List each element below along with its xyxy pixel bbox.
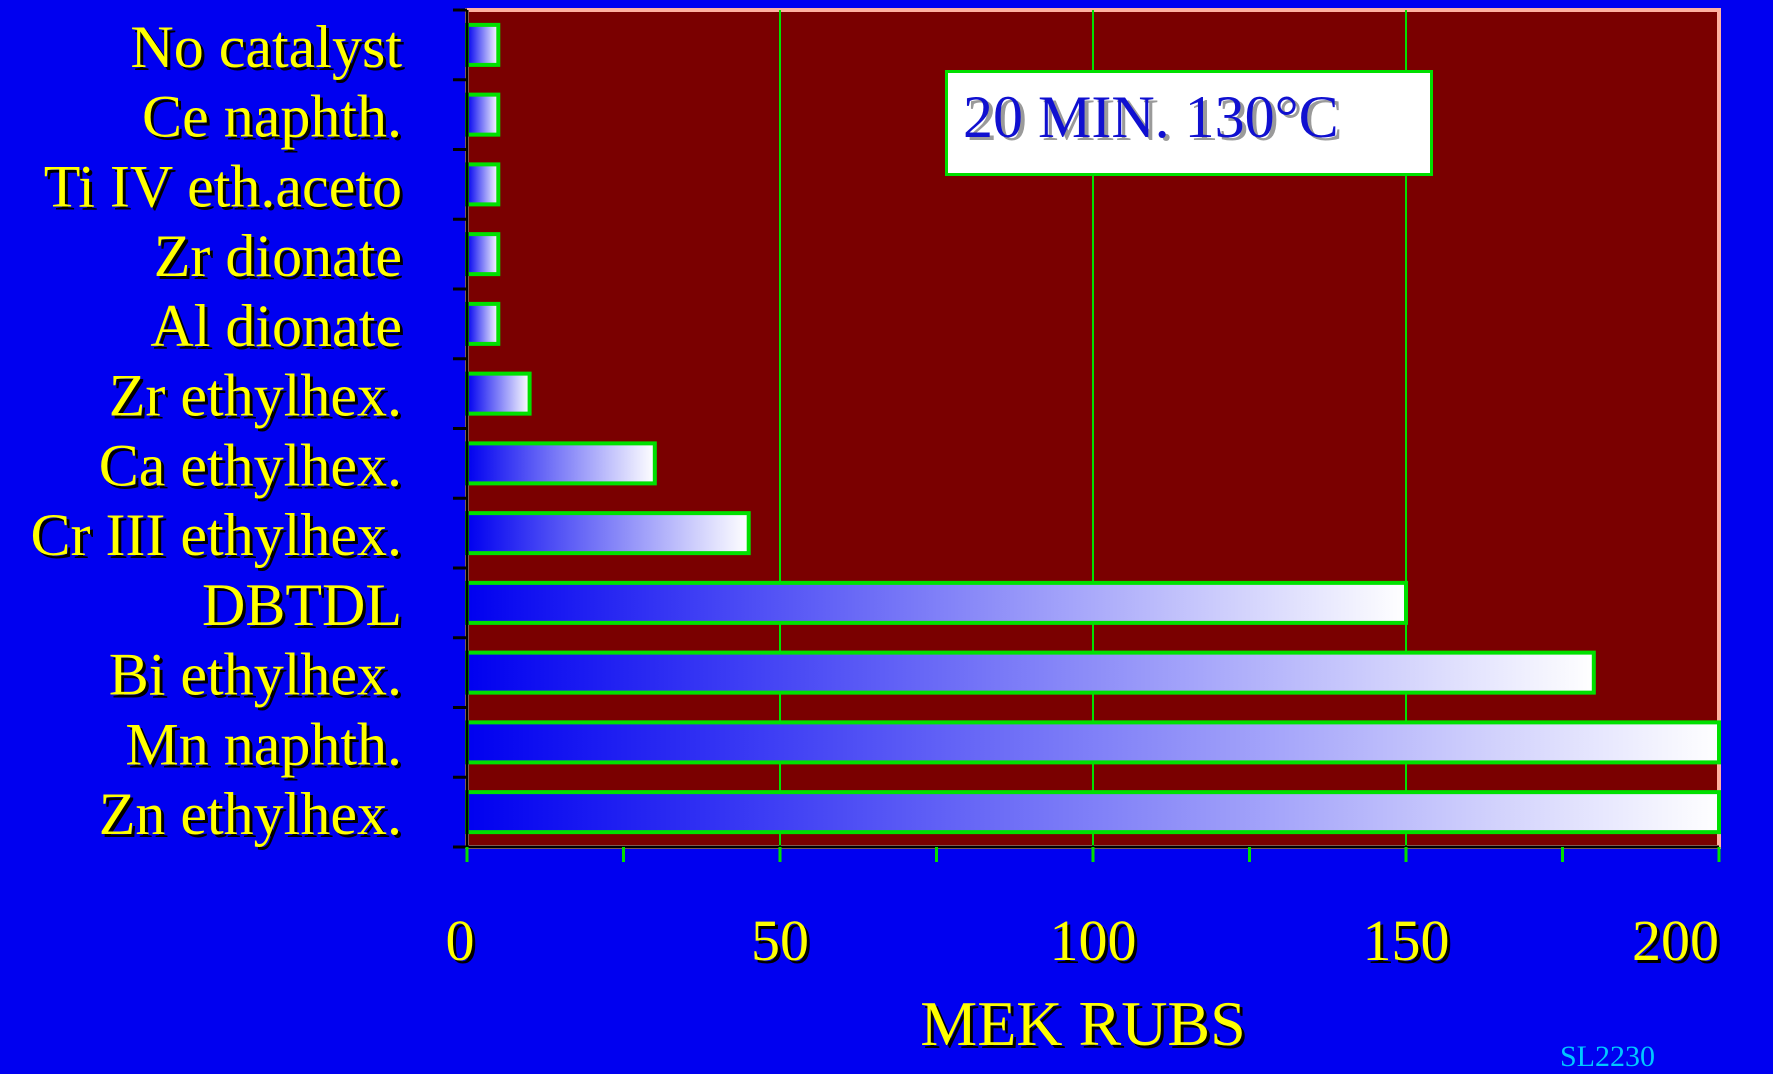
bar-2 [465,162,501,207]
y-tick-label-2-text: Ti IV eth.aceto [44,153,402,219]
x-tick-label-50-shadow: 50 [754,911,812,976]
x-tick-label-50-text: 50 [751,908,809,973]
bar-8 [465,580,1408,625]
x-tick-label-150-text: 150 [1363,908,1450,973]
y-tick-label-8-shadow: DBTDL [205,575,405,641]
bar-0 [465,22,501,67]
slide-reference: SL2230 [1560,1040,1656,1073]
x-axis-title-shadow: MEK RUBS [923,991,1248,1058]
x-tick-label-100-text: 100 [1050,908,1137,973]
bar-3 [465,232,501,277]
y-tick-label-0-text: No catalyst [130,14,402,80]
y-tick-label-10-text: Mn naphth. [125,711,402,777]
x-tick-label-150-shadow: 150 [1366,911,1453,976]
x-axis-title-text: MEK RUBS [920,988,1245,1058]
y-tick-label-9-shadow: Bi ethylhex. [112,645,405,711]
bar-4 [465,301,501,346]
y-tick-label-6-text: Ca ethylhex. [99,432,402,498]
y-tick-label-10: Mn naphth.Mn naphth. [125,711,405,780]
y-tick-label-11-text: Zn ethylhex. [99,781,402,847]
y-tick-label-3-text: Zr dionate [154,223,402,289]
y-tick-label-11-shadow: Zn ethylhex. [102,784,405,850]
y-tick-label-6: Ca ethylhex.Ca ethylhex. [99,432,405,501]
bar-1 [465,92,501,137]
x-tick-label-200-text: 200 [1632,908,1719,973]
y-tick-label-7-text: Cr III ethylhex. [30,502,402,568]
y-tick-label-7-shadow: Cr III ethylhex. [33,505,405,571]
bar-5 [465,371,532,416]
y-tick-label-1-shadow: Ce naphth. [145,87,405,153]
y-tick-label-11: Zn ethylhex.Zn ethylhex. [99,781,405,850]
x-tick-label-0-text: 0 [446,908,475,973]
y-tick-label-4-shadow: Al dionate [153,296,405,362]
x-tick-label-100-shadow: 100 [1053,911,1140,976]
y-tick-label-9-text: Bi ethylhex. [109,642,402,708]
y-tick-label-0-shadow: No catalyst [133,17,405,83]
y-tick-label-4-text: Al dionate [150,293,402,359]
y-tick-label-9: Bi ethylhex.Bi ethylhex. [109,642,405,711]
bar-10 [465,720,1721,765]
y-tick-label-10-shadow: Mn naphth. [128,714,405,780]
x-tick-label-200-shadow: 200 [1635,911,1722,976]
y-tick-label-5-shadow: Zr ethylhex. [112,366,405,432]
y-tick-label-5: Zr ethylhex.Zr ethylhex. [109,363,405,432]
annotation-text: 20 MIN. 130°C [963,84,1339,150]
annotation-box: 20 MIN. 130°C [945,70,1433,176]
x-tick-label-0: 00 [446,908,478,976]
x-tick-label-0-shadow: 0 [449,911,478,976]
y-tick-label-1-text: Ce naphth. [142,84,402,150]
y-tick-label-1: Ce naphth.Ce naphth. [142,84,405,153]
bar-11 [465,790,1721,835]
y-tick-label-6-shadow: Ca ethylhex. [102,435,405,501]
y-tick-label-5-text: Zr ethylhex. [109,363,402,429]
y-tick-label-7: Cr III ethylhex.Cr III ethylhex. [30,502,405,571]
bar-9 [465,650,1596,695]
y-tick-label-3-shadow: Zr dionate [157,226,405,292]
y-tick-label-2-shadow: Ti IV eth.aceto [47,156,405,222]
y-tick-label-8-text: DBTDL [202,572,402,638]
bar-6 [465,441,657,486]
bar-7 [465,511,751,556]
